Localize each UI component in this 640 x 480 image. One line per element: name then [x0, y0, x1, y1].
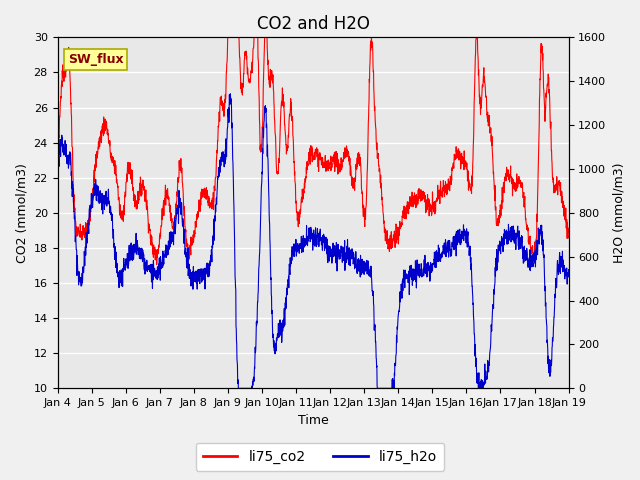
Title: CO2 and H2O: CO2 and H2O [257, 15, 369, 33]
Text: SW_flux: SW_flux [68, 53, 124, 66]
Legend: li75_co2, li75_h2o: li75_co2, li75_h2o [196, 443, 444, 471]
X-axis label: Time: Time [298, 414, 328, 427]
Y-axis label: CO2 (mmol/m3): CO2 (mmol/m3) [15, 163, 28, 263]
Y-axis label: H2O (mmol/m3): H2O (mmol/m3) [612, 163, 625, 263]
